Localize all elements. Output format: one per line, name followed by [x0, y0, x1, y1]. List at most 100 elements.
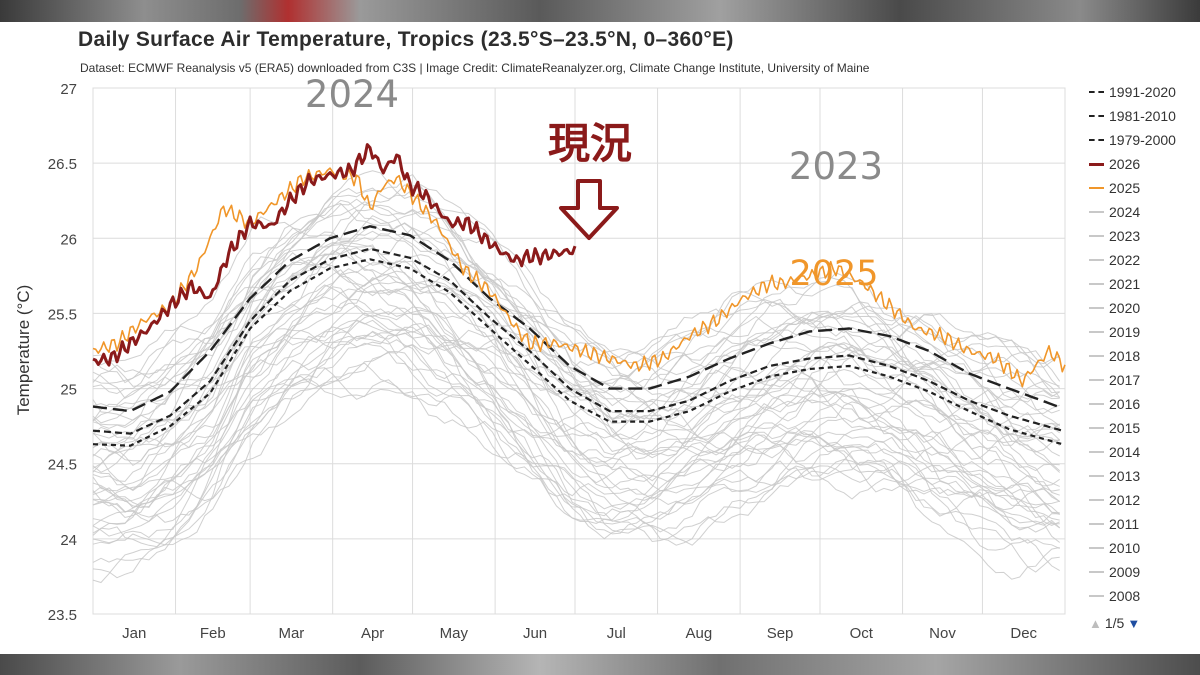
- background-year-line: [92, 260, 1060, 448]
- background-year-line: [92, 286, 1060, 521]
- x-tick-label: Apr: [361, 625, 384, 642]
- background-year-line: [92, 319, 1060, 514]
- legend-swatch: [1089, 211, 1104, 213]
- x-tick-label: May: [440, 625, 469, 642]
- background-year-line: [92, 270, 1061, 469]
- legend-swatch: [1089, 379, 1104, 381]
- background-year-line: [92, 326, 1060, 525]
- series-line-2025: [92, 167, 1066, 388]
- legend-item-2024[interactable]: 2024: [1089, 200, 1199, 224]
- legend-label: 2020: [1109, 300, 1141, 316]
- y-tick-label: 26.5: [48, 156, 77, 173]
- legend-label: 2009: [1109, 564, 1141, 580]
- legend-pager: ▲ 1/5 ▼: [1089, 615, 1140, 631]
- legend-label: 2011: [1109, 516, 1140, 532]
- legend-item-1981-2010[interactable]: 1981-2010: [1089, 104, 1199, 128]
- legend-item-2012[interactable]: 2012: [1089, 488, 1199, 512]
- y-tick-label: 25: [60, 382, 77, 399]
- legend-item-2014[interactable]: 2014: [1089, 440, 1199, 464]
- chart-subtitle: Dataset: ECMWF Reanalysis v5 (ERA5) down…: [80, 61, 870, 75]
- legend-label: 1981-2010: [1109, 108, 1176, 124]
- x-tick-label: Mar: [278, 625, 304, 642]
- legend-swatch: [1089, 283, 1104, 285]
- legend-swatch: [1089, 139, 1104, 141]
- series-line-2026: [92, 143, 577, 367]
- x-axis-ticks: Jan Feb Mar Apr May Jun Jul Aug Sep Oct Nov Dec: [122, 625, 1037, 642]
- legend-label: 2015: [1109, 420, 1141, 436]
- legend-item-1979-2000[interactable]: 1979-2000: [1089, 128, 1199, 152]
- background-year-line: [92, 199, 1060, 395]
- background-year-line: [92, 184, 1060, 377]
- legend-item-2022[interactable]: 2022: [1089, 248, 1199, 272]
- legend-item-2019[interactable]: 2019: [1089, 320, 1199, 344]
- legend-label: 2018: [1109, 348, 1141, 364]
- legend-label: 2017: [1109, 372, 1141, 388]
- triangle-up-icon[interactable]: ▲: [1089, 615, 1102, 631]
- legend-item-2011[interactable]: 2011: [1089, 512, 1199, 536]
- legend-item-2010[interactable]: 2010: [1089, 536, 1199, 560]
- legend-item-2009[interactable]: 2009: [1089, 560, 1199, 584]
- x-tick-label: Nov: [929, 625, 956, 642]
- background-year-lines: [92, 170, 1061, 584]
- y-axis-label: Temperature (°C): [14, 285, 33, 416]
- legend-label: 2013: [1109, 468, 1141, 484]
- background-year-line: [92, 254, 1060, 446]
- legend-swatch: [1089, 307, 1104, 309]
- legend-swatch: [1089, 547, 1104, 549]
- triangle-down-icon[interactable]: ▼: [1127, 615, 1141, 631]
- legend-swatch: [1089, 451, 1104, 453]
- top-photo-strip: [0, 0, 1200, 22]
- background-year-line: [92, 362, 1060, 572]
- background-year-line: [92, 314, 1060, 506]
- legend-swatch: [1089, 499, 1104, 501]
- legend-label: 2021: [1109, 276, 1141, 292]
- background-year-line: [92, 271, 1060, 496]
- legend-item-1991-2020[interactable]: 1991-2020: [1089, 80, 1199, 104]
- legend-swatch: [1089, 331, 1104, 333]
- legend-item-2021[interactable]: 2021: [1089, 272, 1199, 296]
- bottom-photo-strip: [0, 654, 1200, 675]
- legend-item-2013[interactable]: 2013: [1089, 464, 1199, 488]
- legend-item-2020[interactable]: 2020: [1089, 296, 1199, 320]
- legend-label: 2012: [1109, 492, 1141, 508]
- x-tick-label: Jun: [523, 625, 547, 642]
- legend-label: 2010: [1109, 540, 1141, 556]
- legend-label: 2022: [1109, 252, 1141, 268]
- legend-label: 2019: [1109, 324, 1141, 340]
- legend-swatch: [1089, 235, 1104, 237]
- legend-item-2026[interactable]: 2026: [1089, 152, 1199, 176]
- legend-label: 1991-2020: [1109, 84, 1176, 100]
- legend-item-2016[interactable]: 2016: [1089, 392, 1199, 416]
- background-year-line: [92, 204, 1061, 390]
- y-tick-label: 24.5: [48, 457, 77, 474]
- legend-swatch: [1089, 403, 1104, 405]
- background-year-line: [92, 329, 1061, 544]
- legend-item-2017[interactable]: 2017: [1089, 368, 1199, 392]
- legend-item-2018[interactable]: 2018: [1089, 344, 1199, 368]
- legend-label: 1979-2000: [1109, 132, 1176, 148]
- legend-item-2008[interactable]: 2008: [1089, 584, 1199, 608]
- background-year-line: [92, 227, 1060, 440]
- series-lines: [92, 143, 1066, 447]
- legend-item-2025[interactable]: 2025: [1089, 176, 1199, 200]
- background-year-line: [92, 263, 1060, 473]
- background-year-line: [92, 330, 1060, 525]
- legend-swatch: [1089, 595, 1104, 597]
- series-line-1981-2010: [92, 247, 1063, 435]
- legend-item-2023[interactable]: 2023: [1089, 224, 1199, 248]
- background-year-line: [92, 269, 1060, 526]
- x-tick-label: Oct: [850, 625, 874, 642]
- background-year-line: [92, 247, 1061, 472]
- legend-label: 2008: [1109, 588, 1141, 604]
- y-tick-label: 27: [60, 81, 77, 98]
- annotation-2024: 2024: [305, 73, 399, 116]
- series-line-1979-2000: [92, 258, 1063, 447]
- legend-swatch: [1089, 91, 1104, 93]
- x-tick-label: Feb: [200, 625, 226, 642]
- legend-swatch: [1089, 355, 1104, 357]
- legend-item-2015[interactable]: 2015: [1089, 416, 1199, 440]
- annotation-2023: 2023: [789, 145, 883, 188]
- background-year-line: [92, 282, 1060, 482]
- y-tick-label: 24: [60, 532, 77, 549]
